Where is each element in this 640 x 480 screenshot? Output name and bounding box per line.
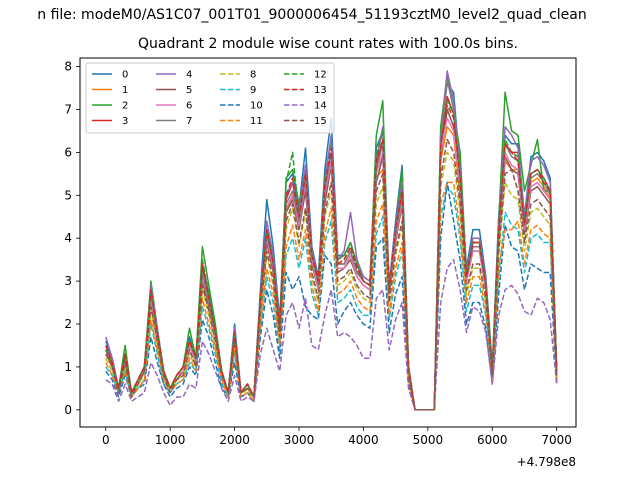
legend-label-1: 1 [122,85,128,96]
legend-label-8: 8 [250,70,256,81]
y-axis: 0 1 2 3 4 5 6 7 8 [64,60,80,417]
y-tick-label: 4 [64,231,72,245]
y-tick-label: 3 [64,274,72,288]
plot-frame [79,57,577,428]
legend-label-4: 4 [186,70,192,81]
legend-label-5: 5 [186,85,192,96]
x-tick-label: 6000 [477,433,508,447]
legend-label-14: 14 [314,101,327,112]
legend-label-7: 7 [186,116,192,127]
x-tick-label: 5000 [413,433,444,447]
y-tick-label: 6 [64,145,72,159]
x-tick-label: 3000 [284,433,315,447]
figure-suptitle: n file: modeM0/AS1C07_001T01_9000006454_… [37,7,587,23]
y-tick-label: 1 [64,360,72,374]
y-tick-label: 7 [64,102,72,116]
legend-box [85,62,335,134]
legend-label-0: 0 [122,70,128,81]
legend-label-9: 9 [250,85,256,96]
x-axis: 0 1000 2000 3000 4000 5000 6000 7000 [102,427,572,447]
x-tick-label: 1000 [155,433,186,447]
series-line-11 [105,181,558,411]
legend-label-12: 12 [314,70,327,81]
x-tick-label: 0 [102,433,110,447]
series-layer [105,70,558,411]
y-tick-label: 8 [64,60,72,74]
legend-label-11: 11 [250,116,263,127]
x-offset-label: +4.798e8 [517,455,576,469]
x-tick-label: 2000 [219,433,250,447]
series-line-14 [105,258,558,411]
legend-label-6: 6 [186,101,192,112]
legend-label-3: 3 [122,116,128,127]
y-tick-label: 0 [64,403,72,417]
series-line-13 [105,104,558,411]
x-tick-label: 7000 [541,433,572,447]
legend-label-13: 13 [314,85,327,96]
chart-title: Quadrant 2 module wise count rates with … [138,36,518,52]
y-tick-label: 5 [64,188,72,202]
legend-label-15: 15 [314,116,327,127]
y-tick-label: 2 [64,317,72,331]
legend-label-2: 2 [122,101,128,112]
legend-label-10: 10 [250,101,263,112]
x-tick-label: 4000 [348,433,379,447]
series-line-9 [105,185,558,411]
series-line-15 [105,138,558,411]
series-line-10 [105,181,558,411]
